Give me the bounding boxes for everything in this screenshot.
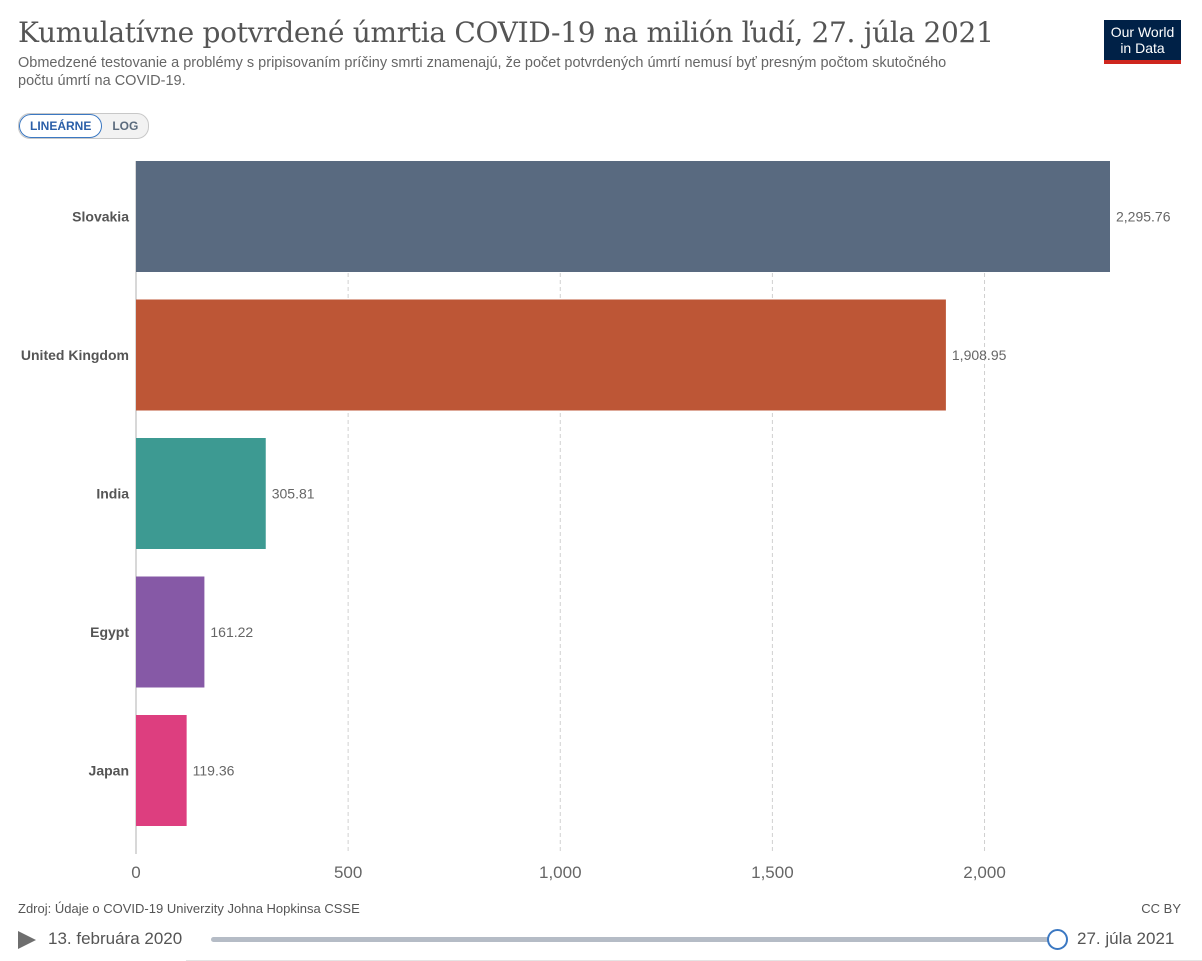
- bar[interactable]: [136, 576, 205, 688]
- source-note[interactable]: Zdroj: Údaje o COVID-19 Univerzity Johna…: [18, 901, 360, 916]
- bar-chart: 0 500 1,000 1,500 2,000 Slovakia 2,295.76 Unite…: [21, 161, 1171, 882]
- license-label[interactable]: CC BY: [1141, 901, 1181, 916]
- timeline: 13. februára 2020 27. júla 2021: [18, 926, 1182, 954]
- chart-title: Kumulatívne potvrdené úmrtia COVID-19 na…: [18, 16, 994, 49]
- timeline-track[interactable]: [211, 937, 1058, 942]
- bar[interactable]: [136, 299, 946, 411]
- x-tick-label: 2,000: [963, 863, 1006, 882]
- category-label: Slovakia: [72, 209, 129, 225]
- logo-line-1: Our World: [1110, 24, 1175, 40]
- category-label: Egypt: [90, 624, 129, 640]
- x-tick-label: 0: [131, 863, 140, 882]
- timeline-start-date: 13. februára 2020: [48, 929, 183, 948]
- logo-line-2: in Data: [1120, 40, 1165, 56]
- category-label: India: [96, 486, 129, 502]
- linear-scale-button[interactable]: LINEÁRNE: [19, 114, 103, 138]
- data-label: 161.22: [210, 624, 253, 640]
- scale-toggle: LINEÁRNE LOG: [18, 113, 150, 139]
- x-tick-label: 500: [334, 863, 362, 882]
- bar[interactable]: [136, 161, 1110, 272]
- bar[interactable]: [136, 715, 187, 826]
- data-label: 305.81: [272, 486, 315, 502]
- category-label: United Kingdom: [21, 347, 129, 363]
- data-label: 119.36: [193, 763, 235, 779]
- bar[interactable]: [136, 438, 266, 549]
- timeline-end-date: 27. júla 2021: [1077, 929, 1175, 948]
- owid-logo[interactable]: Our World in Data: [1104, 20, 1181, 64]
- x-tick-label: 1,000: [539, 863, 582, 882]
- data-label: 2,295.76: [1116, 209, 1171, 225]
- play-icon[interactable]: [18, 931, 36, 949]
- data-label: 1,908.95: [952, 347, 1007, 363]
- chart-subtitle: Obmedzené testovanie a problémy s pripis…: [18, 55, 947, 89]
- log-scale-button[interactable]: LOG: [102, 114, 148, 138]
- timeline-handle[interactable]: [1047, 929, 1068, 950]
- category-label: Japan: [89, 763, 129, 779]
- x-tick-label: 1,500: [751, 863, 794, 882]
